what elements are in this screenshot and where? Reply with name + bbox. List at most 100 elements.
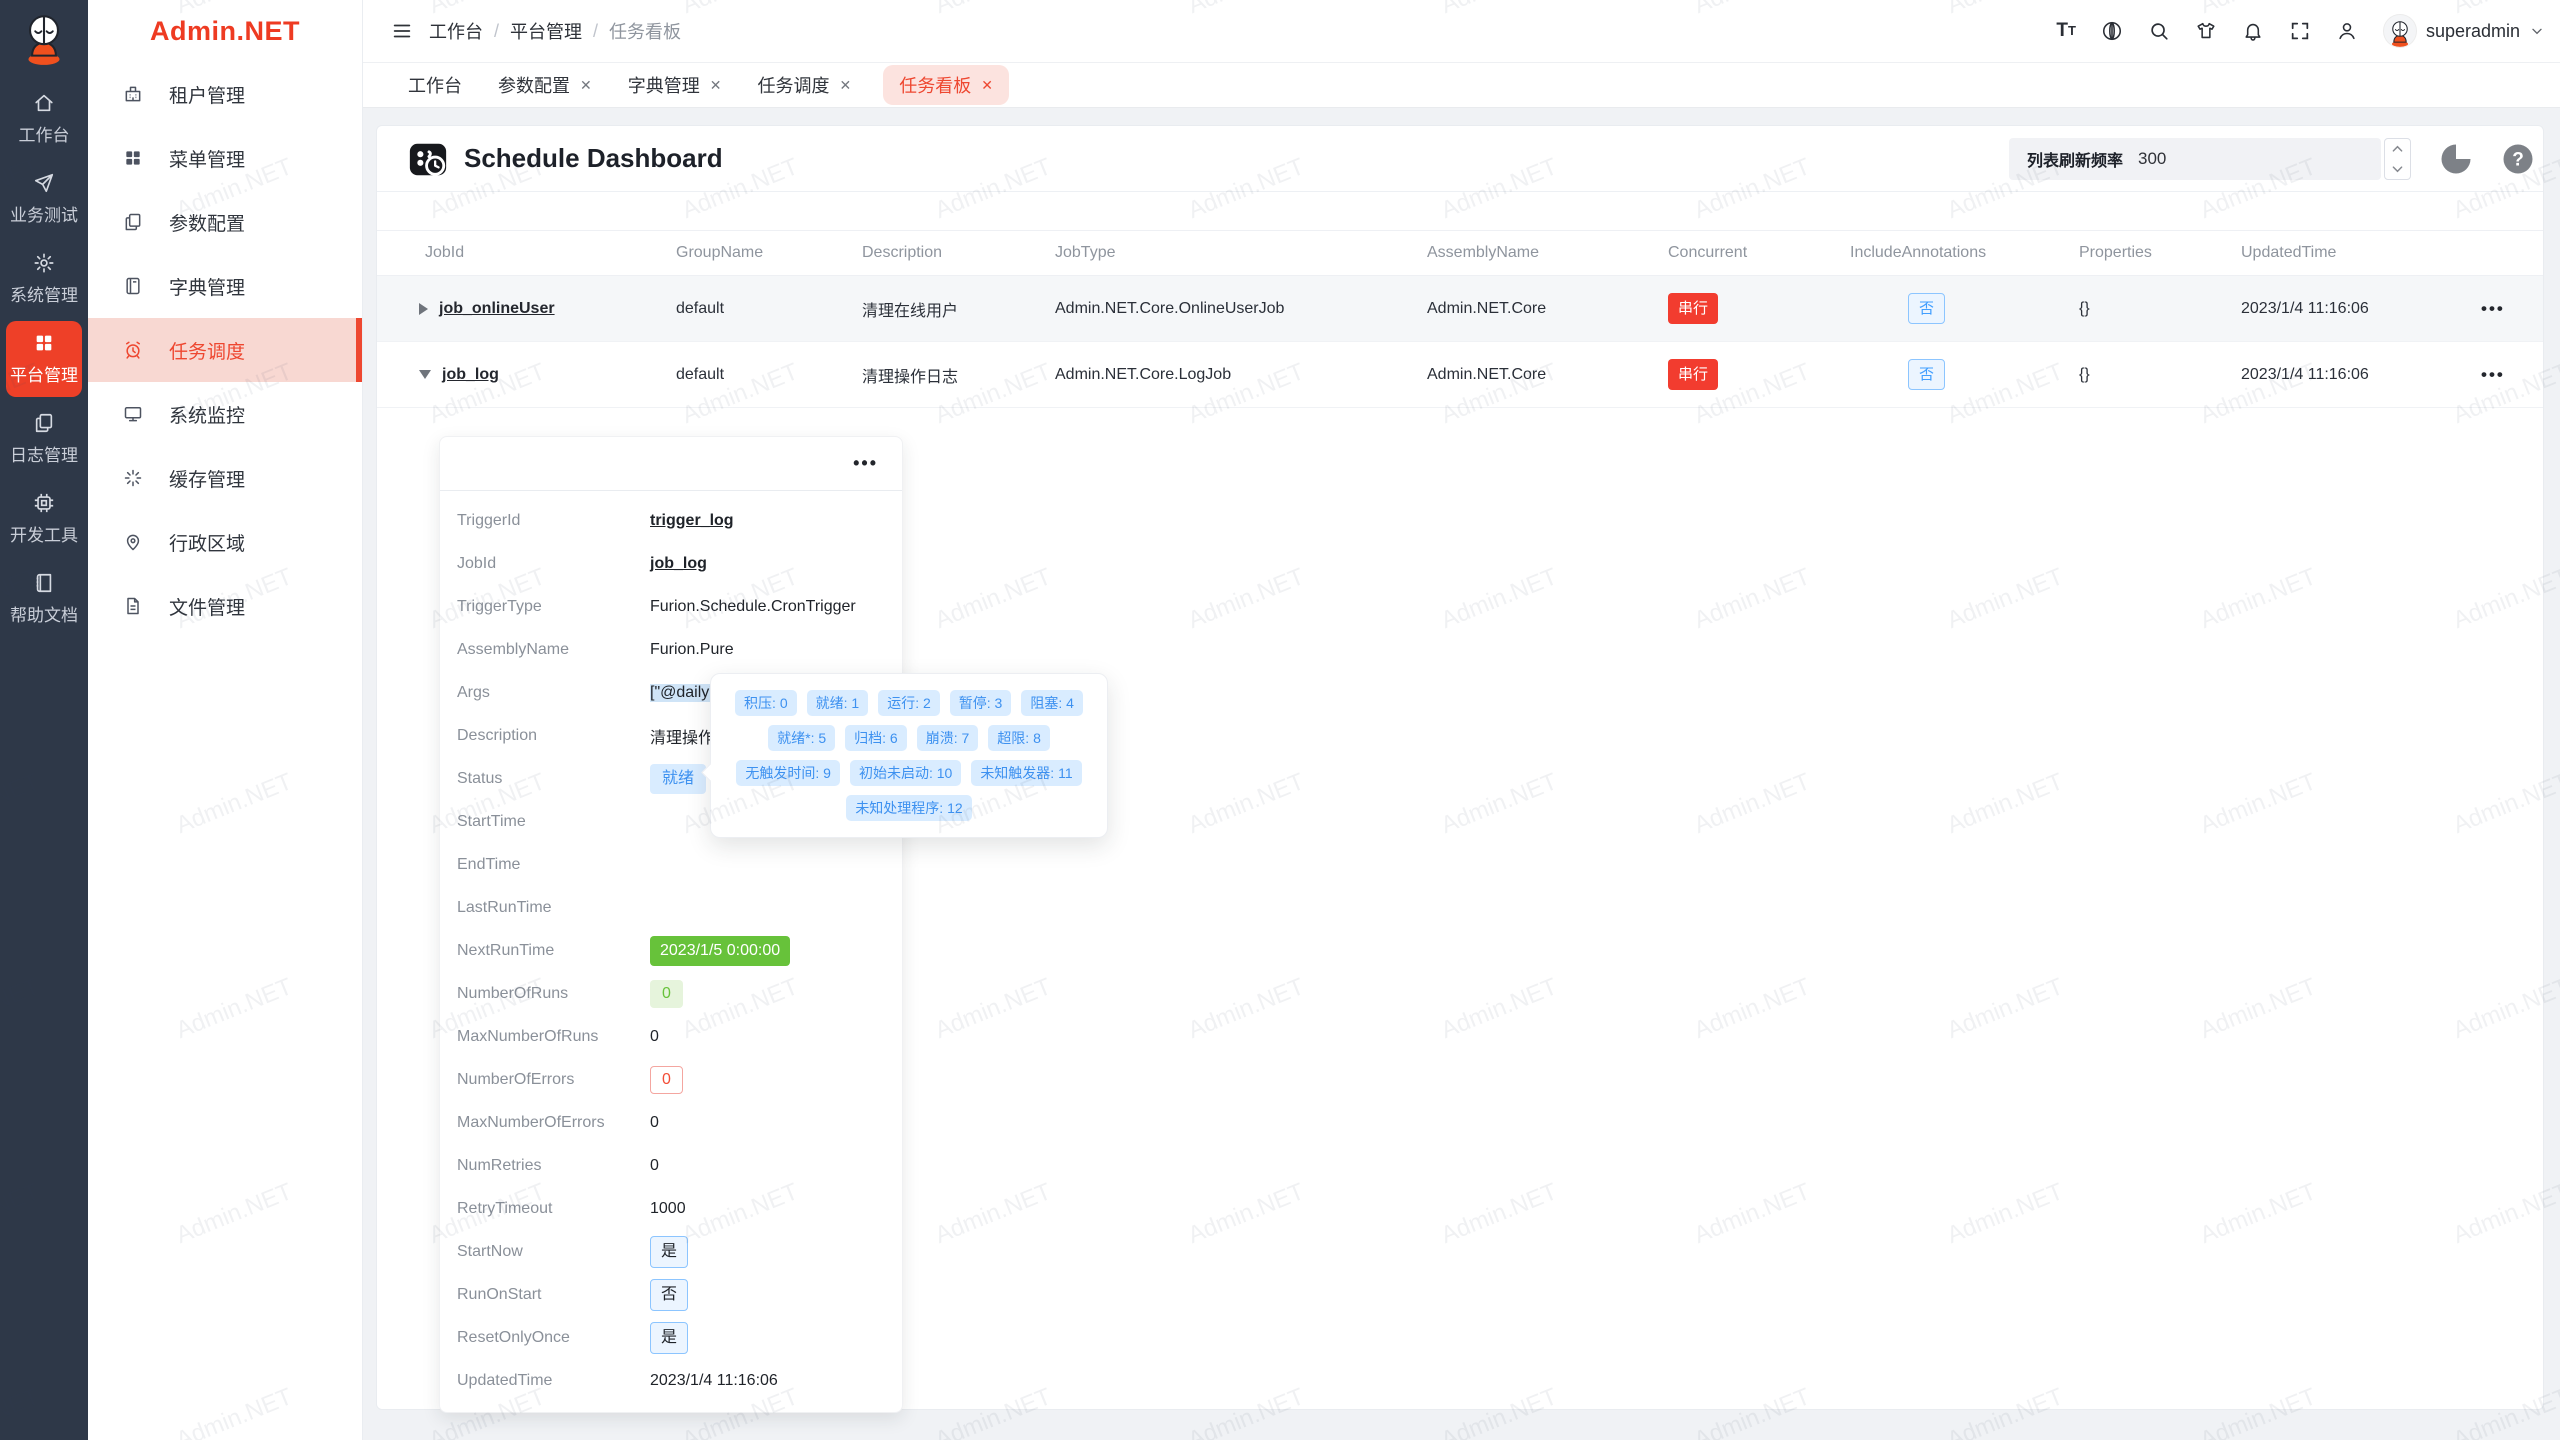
refresh-timer-icon[interactable] <box>2439 142 2473 176</box>
status-legend-badge: 超限: 8 <box>988 725 1050 751</box>
sidebar-item[interactable]: 字典管理 <box>88 254 362 318</box>
sidebar-item[interactable]: 系统监控 <box>88 382 362 446</box>
detail-field-value: 2023/1/5 0:00:00 <box>650 935 791 966</box>
detail-field-row: NumberOfRuns 0 <box>440 972 902 1015</box>
includeannotations-cell: 否 <box>1850 359 2079 390</box>
sidebar-item-label: 缓存管理 <box>169 469 246 491</box>
tab[interactable]: 任务看板 ✕ <box>883 65 1009 105</box>
tab[interactable]: 工作台 <box>404 65 466 105</box>
sidebar-item[interactable]: 租户管理 <box>88 62 362 126</box>
detail-field-label: NextRunTime <box>457 941 555 959</box>
stepper-down-icon[interactable] <box>2385 159 2410 179</box>
rail-item-icon <box>33 172 55 194</box>
rail-item[interactable]: 工作台 <box>6 81 82 157</box>
search-icon[interactable] <box>2148 20 2170 42</box>
collapse-menu-icon[interactable] <box>391 20 413 42</box>
detail-field-value: 0 <box>650 979 683 1008</box>
row-actions-button[interactable]: ••• <box>2481 364 2505 384</box>
content-area: Schedule Dashboard 列表刷新频率 300 ? <box>363 108 2560 1440</box>
detail-field-label: EndTime <box>457 855 521 873</box>
rail-item[interactable]: 开发工具 <box>6 481 82 557</box>
detail-field-label: Status <box>457 769 503 787</box>
tab-close-icon[interactable]: ✕ <box>981 77 993 93</box>
status-legend-badge: 阻塞: 4 <box>1021 690 1083 716</box>
rail-item[interactable]: 日志管理 <box>6 401 82 477</box>
brand-logo[interactable] <box>15 9 73 67</box>
tab-bar: 工作台 参数配置 ✕ 字典管理 ✕ 任务调度 ✕ 任务看板 ✕ <box>363 63 2560 108</box>
notification-bell-icon[interactable] <box>2242 20 2264 42</box>
theme-shirt-icon[interactable] <box>2195 20 2217 42</box>
column-header: Concurrent <box>1668 244 1748 261</box>
detail-field-value: 1000 <box>650 1199 686 1217</box>
detail-field-value: 否 <box>650 1278 689 1311</box>
sidebar-item[interactable]: 文件管理 <box>88 574 362 638</box>
tab[interactable]: 字典管理 ✕ <box>624 65 726 105</box>
table-row: job_log default 清理操作日志 Admin.NET.Core.LogJo… <box>377 342 2543 408</box>
detail-more-button[interactable]: ••• <box>853 453 878 473</box>
include-annotations-badge: 否 <box>1908 359 1946 390</box>
rail-item-label: 工作台 <box>18 126 70 145</box>
status-legend-badge: 初始未启动: 10 <box>849 760 962 786</box>
stepper-up-icon[interactable] <box>2385 139 2410 159</box>
rail-item[interactable]: 系统管理 <box>6 241 82 317</box>
rail-item-label: 平台管理 <box>10 366 78 385</box>
detail-field-label: StartNow <box>457 1242 523 1260</box>
detail-field-value[interactable]: job_log <box>650 554 707 572</box>
row-actions-button[interactable]: ••• <box>2481 298 2505 318</box>
detail-field-value[interactable]: trigger_log <box>650 511 734 529</box>
mascot-logo-icon <box>15 9 73 67</box>
detail-field-label: Args <box>457 683 490 701</box>
sidebar-item-label: 参数配置 <box>169 213 246 235</box>
status-legend-badge: 积压: 0 <box>735 690 797 716</box>
fullscreen-icon[interactable] <box>2289 20 2311 42</box>
user-icon[interactable] <box>2336 20 2358 42</box>
detail-field-value: Furion.Schedule.CronTrigger <box>650 597 856 615</box>
breadcrumb-item[interactable]: 工作台 <box>429 22 483 42</box>
detail-field-row: RetryTimeout 1000 <box>440 1187 902 1230</box>
detail-field-value: 就绪 <box>650 763 707 794</box>
tab[interactable]: 任务调度 ✕ <box>753 65 855 105</box>
user-menu[interactable]: superadmin <box>2382 14 2545 48</box>
card-header-controls: 列表刷新频率 300 ? <box>2009 137 2535 180</box>
sidebar-item[interactable]: 缓存管理 <box>88 446 362 510</box>
rail-menu: 工作台 业务测试 系统管理 平台管理 日志管理 开发工具 帮助文档 <box>6 79 82 639</box>
detail-field-label: TriggerType <box>457 597 542 615</box>
rail-item-label: 开发工具 <box>10 526 78 545</box>
rail-item[interactable]: 业务测试 <box>6 161 82 237</box>
language-icon[interactable] <box>2101 20 2123 42</box>
sidebar-item[interactable]: 菜单管理 <box>88 126 362 190</box>
refresh-rate-input[interactable]: 列表刷新频率 300 <box>2009 137 2381 180</box>
tab-close-icon[interactable]: ✕ <box>709 77 722 93</box>
jobs-table: JobId GroupName Description JobType Asse… <box>377 192 2543 1413</box>
rail-item[interactable]: 帮助文档 <box>6 561 82 637</box>
job-id-link[interactable]: job_onlineUser <box>439 299 555 317</box>
rail-item[interactable]: 平台管理 <box>6 321 82 397</box>
expand-row-icon[interactable] <box>419 302 428 315</box>
svg-text:?: ? <box>2512 149 2524 170</box>
font-size-icon-small: T <box>2067 23 2076 38</box>
rail-item-icon <box>33 572 55 594</box>
updatedtime-cell: 2023/1/4 11:16:06 <box>2241 299 2369 317</box>
detail-field-row: MaxNumberOfRuns 0 <box>440 1015 902 1058</box>
detail-field-label: RetryTimeout <box>457 1199 553 1217</box>
collapse-row-icon[interactable] <box>419 370 431 379</box>
tab-close-icon[interactable]: ✕ <box>580 77 592 93</box>
sidebar-item[interactable]: 任务调度 <box>88 318 362 382</box>
assemblyname-cell: Admin.NET.Core <box>1427 299 1547 317</box>
detail-field-row: JobId job_log <box>440 542 902 585</box>
tab[interactable]: 参数配置 ✕ <box>494 65 596 105</box>
sidebar-item-icon <box>123 404 143 424</box>
detail-field-value: 0 <box>650 1065 683 1094</box>
job-id-link[interactable]: job_log <box>442 365 499 383</box>
sidebar-item[interactable]: 行政区域 <box>88 510 362 574</box>
help-icon[interactable]: ? <box>2501 142 2535 176</box>
avatar <box>2382 14 2417 48</box>
tab-close-icon[interactable]: ✕ <box>839 77 852 93</box>
breadcrumb-item[interactable]: 平台管理 <box>510 22 583 42</box>
sidebar-item[interactable]: 参数配置 <box>88 190 362 254</box>
rail-item-icon <box>33 252 55 274</box>
refresh-rate-stepper <box>2384 137 2411 180</box>
detail-field-value: 0 <box>650 1156 659 1174</box>
